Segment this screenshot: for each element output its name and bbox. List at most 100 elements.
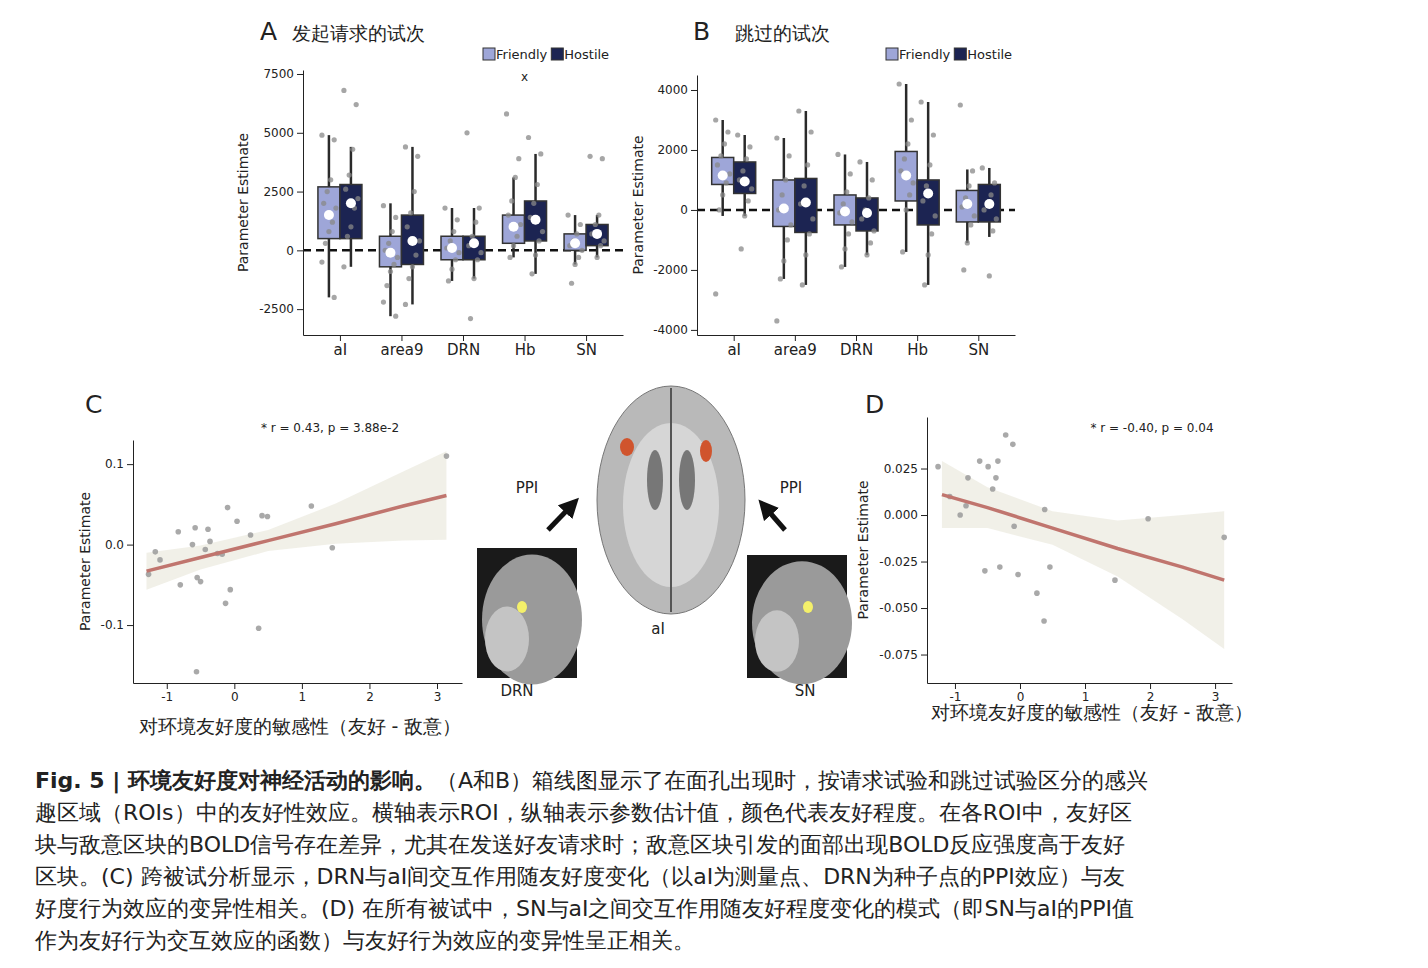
data-point [747,144,752,149]
legend-label: Friendly [899,47,951,62]
data-point [718,153,723,158]
data-point [1221,535,1227,541]
data-point [849,219,854,224]
data-point [801,183,806,188]
roi-blob [700,440,712,462]
data-point [587,154,592,159]
caption-line: 趣区域（ROIs）中的友好性效应。横轴表示ROI，纵轴表示参数估计值，颜色代表友… [35,800,1132,825]
data-point [513,175,518,180]
tick: -4000 [653,323,697,337]
data-point [900,249,905,254]
panel-letter: D [865,390,884,419]
axis-line [303,71,304,336]
tick-mark [167,683,168,689]
data-point [596,212,601,217]
arrow [548,505,572,530]
data-point [354,102,359,107]
tick: area9 [380,335,423,359]
data-point [781,258,786,263]
data-point [347,173,352,178]
data-point [234,518,240,524]
data-point [859,216,864,221]
data-point [724,180,729,185]
data-point [911,180,916,185]
data-point [870,177,875,182]
data-point [904,207,909,212]
caption-title: Fig. 5 | 环境友好度对神经活动的影响。 [35,768,436,794]
annotation: x [521,70,528,84]
brain-midline [670,388,672,612]
mean-dot [801,197,811,207]
tick-label: 5000 [263,126,294,140]
tick-mark [921,515,927,516]
data-point [846,231,851,236]
data-point [395,255,400,260]
data-point [471,276,476,281]
data-point [744,156,749,161]
mean-dot [862,208,872,218]
data-point [808,129,813,134]
data-point [844,189,849,194]
box [917,180,939,225]
data-point [536,238,541,243]
tick: Hb [515,335,536,359]
tick-label: SN [576,341,597,359]
data-point [805,162,810,167]
data-point [800,282,805,287]
brain-ventricle [647,450,663,510]
panel-letter: A [260,17,277,46]
data-point [538,151,543,156]
tick-label: DRN [447,341,480,359]
data-point [453,257,458,262]
tick-label: Hb [907,341,928,359]
data-point [1047,564,1053,570]
tick: SN [968,335,989,359]
data-point [713,291,718,296]
data-point [464,130,469,135]
tick-mark [691,210,697,211]
box [586,224,608,245]
diagram-label: PPI [780,479,803,497]
data-point [175,529,181,535]
tick-label: aI [334,341,348,359]
plot: -10123-0.10.00.1 [101,441,463,704]
tick-label: 4000 [657,83,688,97]
data-point [393,215,398,220]
legend: FriendlyHostile [483,47,609,62]
data-point [227,587,233,593]
data-point [739,246,744,251]
tick-label: 0.025 [884,462,918,476]
box [978,184,1000,221]
data-point [321,201,326,206]
tick-mark [297,192,303,193]
caption-line: 作为友好行为交互效应的函数）与友好行为效应的变异性呈正相关。 [34,928,695,953]
tick: 2500 [263,185,303,199]
axis-line [697,76,698,336]
data-point [929,231,934,236]
data-point [477,205,482,210]
tick-label: -0.050 [879,601,918,615]
data-point [526,135,531,140]
data-point [319,133,324,138]
plot: aIarea9DRNHbSN-4000-2000020004000 [653,76,1015,359]
data-point [309,503,315,509]
box [712,157,734,184]
tick-label: 0.000 [884,508,918,522]
mean-dot [962,199,972,209]
mean-dot [592,229,602,239]
data-point [981,207,986,212]
data-point [511,243,516,248]
tick: 5000 [263,126,303,140]
annotation: * r = -0.40, p = 0.04 [1090,421,1213,435]
data-point [935,464,941,470]
data-point [902,156,907,161]
tick-mark [921,562,927,563]
data-point [835,152,840,157]
data-point [473,220,478,225]
data-point [412,189,417,194]
box [856,198,878,231]
plot-area [146,451,450,674]
chart-title: 跳过的试次 [735,22,830,44]
mean-dot [740,176,750,186]
data-point [1011,523,1017,529]
